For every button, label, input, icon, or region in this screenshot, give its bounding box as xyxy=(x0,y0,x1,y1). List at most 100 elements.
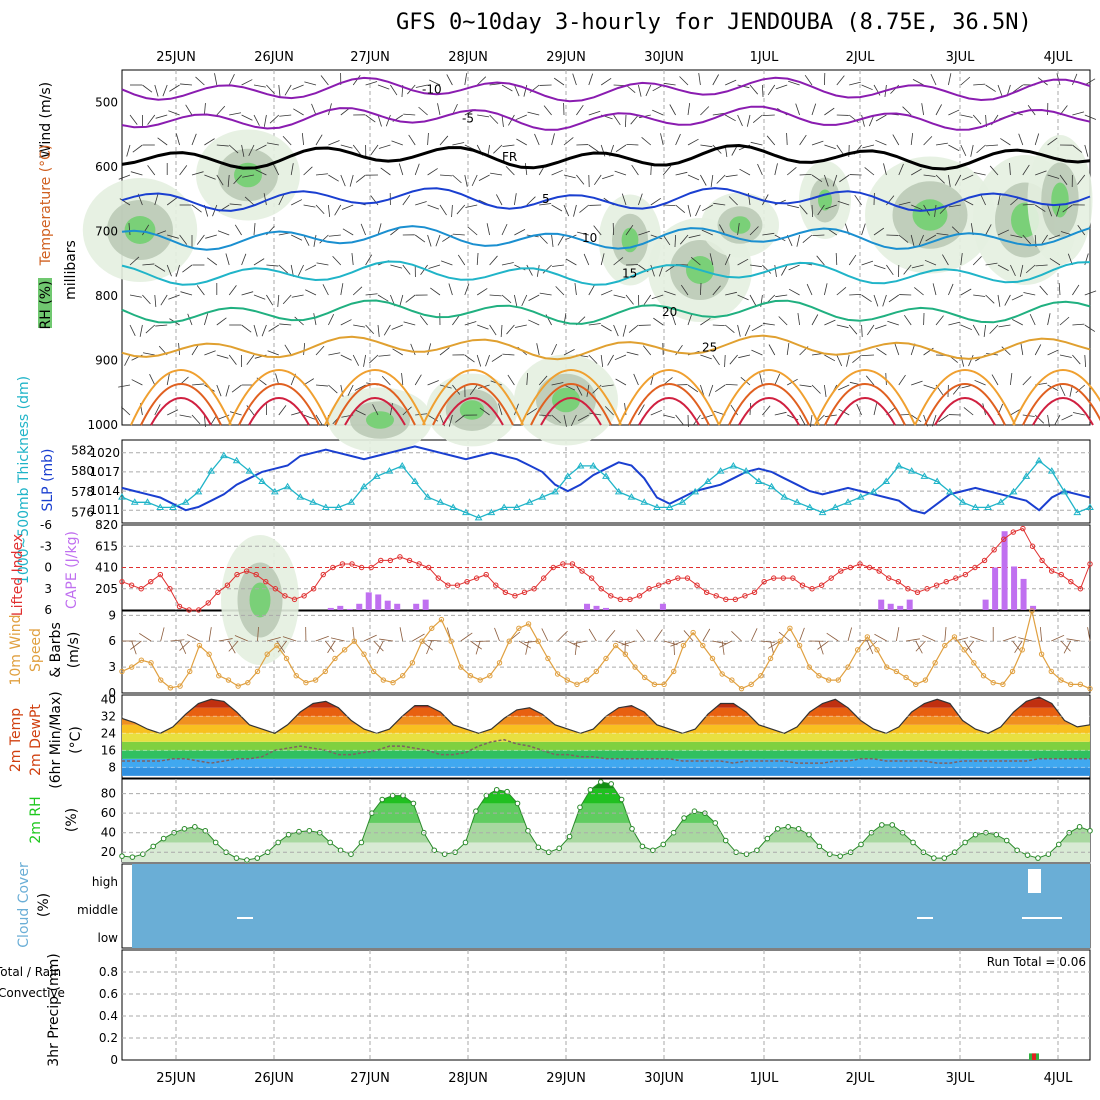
warm-contour xyxy=(130,369,232,426)
wind-barb xyxy=(191,133,197,146)
wind-barb xyxy=(452,142,465,146)
wind-barb-10m xyxy=(1066,638,1081,642)
thickness-point xyxy=(385,467,394,474)
wind-barb xyxy=(811,140,824,146)
wind-barb xyxy=(716,174,726,184)
date-label-top: 29JUN xyxy=(546,50,586,65)
rh-point xyxy=(306,827,313,834)
wind-barb xyxy=(948,174,951,187)
cape-bar xyxy=(346,608,353,610)
wind-barb xyxy=(788,288,800,296)
thickness-point xyxy=(742,467,750,474)
isotherm-label: 20 xyxy=(662,305,677,319)
lifted-index-point xyxy=(493,582,499,588)
rh-point xyxy=(493,786,500,793)
thickness-point xyxy=(194,487,203,495)
wind-barb xyxy=(607,354,614,366)
cape-bar xyxy=(422,599,429,610)
wind-speed-point xyxy=(196,642,203,649)
wind-barb xyxy=(811,384,821,394)
cape-bar xyxy=(1020,578,1027,610)
lifted-index-point xyxy=(1039,557,1045,564)
lifted-index-point xyxy=(263,578,269,585)
isotherm-line xyxy=(121,299,1091,325)
wind-barb xyxy=(284,344,292,356)
lifted-index-point xyxy=(828,575,834,581)
lifted-index-point xyxy=(157,571,164,578)
wind-speed-point xyxy=(816,673,822,679)
wind-barb xyxy=(811,204,814,218)
wind-barb xyxy=(762,194,769,206)
warm-contour xyxy=(530,383,612,426)
lifted-index-point xyxy=(234,571,240,578)
wind-barb xyxy=(428,264,441,269)
wind-barb-10m xyxy=(282,636,297,642)
temp-tick: 24 xyxy=(101,726,116,740)
wind-barb xyxy=(180,83,193,86)
wind-barb xyxy=(352,354,360,366)
wind-barb xyxy=(1039,285,1048,296)
wind-speed-point xyxy=(603,655,609,662)
temp-axis-label-4: (°C) xyxy=(68,726,84,754)
rh-point xyxy=(962,839,968,846)
wind-barb xyxy=(175,133,180,146)
wind-barb xyxy=(383,324,391,336)
warm-contour xyxy=(628,383,710,426)
lifted-index-point xyxy=(751,589,758,595)
wind-barb xyxy=(465,204,478,208)
cape-bar xyxy=(584,603,591,610)
wind-barb xyxy=(948,144,960,151)
wind-barb xyxy=(737,294,749,301)
wind-barb xyxy=(875,114,887,122)
cape-bar xyxy=(1001,531,1008,610)
wind-barb xyxy=(861,354,875,357)
wind-speed-point xyxy=(854,647,861,653)
wind-barb xyxy=(451,204,453,217)
slp-tick: 1011 xyxy=(89,503,120,517)
wind-barb xyxy=(728,196,738,206)
wind-barb xyxy=(228,285,237,296)
wind-barb xyxy=(225,384,230,397)
wind-speed-line xyxy=(121,610,1091,690)
wind-barb xyxy=(856,403,862,416)
warm-contour xyxy=(1022,383,1100,426)
lifted-index-point xyxy=(512,593,518,599)
rh-shade xyxy=(729,216,751,234)
wind-barb xyxy=(456,204,466,215)
wind-speed-point xyxy=(583,677,590,683)
lifted-index-point xyxy=(483,571,489,578)
temp-band xyxy=(122,741,1090,751)
rh-axis-label-2: (%) xyxy=(64,808,80,832)
wind-barb xyxy=(204,103,206,116)
wind-barb xyxy=(526,373,529,386)
rh-point xyxy=(119,853,125,859)
wind-barb xyxy=(1084,354,1087,367)
wind-barb xyxy=(206,257,218,266)
wind-barb xyxy=(204,414,206,427)
temp-band xyxy=(122,758,1090,768)
wind-barb xyxy=(439,347,450,356)
wind-barb-10m xyxy=(712,640,727,645)
wind-speed-point xyxy=(971,660,977,666)
wind-barb xyxy=(355,174,366,183)
wind-barb xyxy=(960,288,972,296)
wind-barb xyxy=(142,263,155,266)
wind-barb xyxy=(242,174,255,178)
lifted-index-point xyxy=(962,571,969,578)
wind-barb xyxy=(303,414,315,420)
wind-barb xyxy=(526,408,538,416)
temp-band xyxy=(122,699,1090,708)
lifted-index-point xyxy=(243,568,250,574)
wind-barb xyxy=(687,138,699,146)
wind-barb-10m xyxy=(131,640,137,655)
wind-barb xyxy=(227,174,230,187)
wind-barb xyxy=(725,383,738,386)
wind-barb xyxy=(712,285,721,296)
wind-barb xyxy=(1077,174,1086,185)
rh-point xyxy=(514,800,521,807)
thickness-point xyxy=(602,472,610,479)
wind-barb xyxy=(1010,234,1023,238)
wind-tick: 6 xyxy=(108,634,116,648)
wind-barb xyxy=(817,204,825,216)
wind-barb xyxy=(166,197,178,206)
